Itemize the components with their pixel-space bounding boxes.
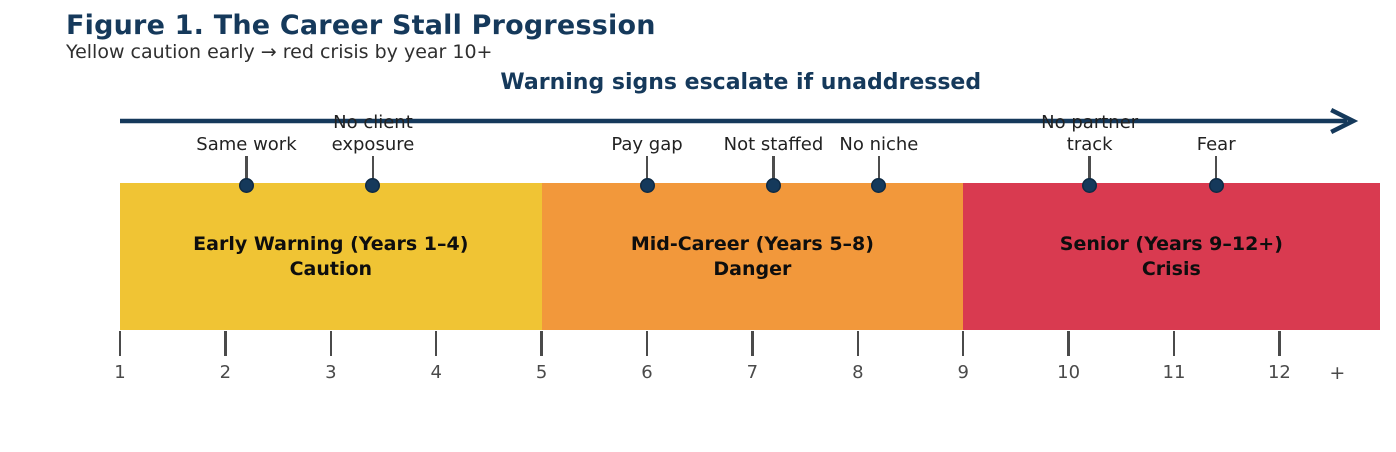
x-tick-label: 2 — [219, 362, 232, 383]
event-stem — [772, 156, 775, 185]
phase-band-early-warning: Early Warning (Years 1–4) Caution — [120, 183, 542, 330]
x-tick — [224, 331, 227, 356]
event-stem — [645, 156, 649, 185]
timeline-arrow-head-icon — [1330, 107, 1359, 135]
x-tick-label: 4 — [430, 362, 442, 383]
event-dot-icon — [765, 177, 781, 193]
phase-label: Early Warning (Years 1–4) — [193, 232, 469, 255]
event-dot-icon — [639, 177, 655, 193]
x-tick — [1278, 331, 1281, 356]
x-tick — [1172, 331, 1176, 356]
event-label: No client exposure — [273, 112, 473, 156]
x-tick — [329, 331, 333, 356]
event-label-line: exposure — [331, 134, 415, 155]
event-dot-icon — [365, 177, 381, 193]
event-label-line: No client — [333, 112, 413, 133]
x-tick-label: 5 — [535, 362, 548, 383]
event-label-line: Not staffed — [723, 134, 824, 155]
event-label-line: track — [1066, 134, 1113, 155]
figure-title: Figure 1. The Career Stall Progression — [66, 10, 656, 41]
phase-sublabel: Danger — [713, 257, 792, 280]
event-label-line: Same work — [196, 134, 297, 155]
phase-sublabel: Caution — [289, 257, 373, 280]
x-tick-label: 8 — [852, 362, 864, 383]
x-tick-label: 10 — [1057, 362, 1081, 383]
x-tick — [856, 331, 860, 356]
event-label: Pay gap — [547, 134, 747, 156]
x-tick-label: 7 — [746, 362, 759, 383]
event-stem — [1088, 156, 1091, 185]
phase-sublabel: Crisis — [1141, 257, 1201, 280]
event-stem — [877, 156, 881, 185]
x-tick-label: 12 — [1267, 362, 1291, 383]
event-stem — [245, 156, 248, 185]
x-tick — [540, 331, 543, 356]
event-stem — [371, 156, 375, 185]
x-overflow-label: + — [1329, 362, 1346, 384]
phase-label: Senior (Years 9–12+) — [1059, 232, 1283, 255]
x-tick — [434, 331, 438, 356]
event-label: No niche — [779, 134, 979, 156]
x-tick-label: 11 — [1162, 362, 1186, 383]
phase-band-senior: Senior (Years 9–12+) Crisis — [963, 183, 1380, 330]
event-label: Same work — [146, 134, 346, 156]
event-label-line: No partner — [1041, 112, 1139, 133]
event-label: Fear — [1116, 134, 1316, 156]
event-dot-icon — [1082, 177, 1098, 193]
event-label-line: Pay gap — [611, 134, 683, 155]
x-tick — [751, 331, 754, 356]
x-tick — [961, 331, 965, 356]
x-tick — [1067, 331, 1070, 356]
x-tick-label: 9 — [957, 362, 969, 383]
event-label: Not staffed — [673, 134, 873, 156]
event-label: No partner track — [990, 112, 1190, 156]
chart-title: Warning signs escalate if unaddressed — [500, 70, 982, 95]
x-tick — [118, 331, 122, 356]
x-tick — [645, 331, 649, 356]
x-tick-label: 1 — [114, 362, 126, 383]
event-label-line: No niche — [839, 134, 919, 155]
phase-band-mid-career: Mid-Career (Years 5–8) Danger — [541, 183, 964, 330]
phase-label: Mid-Career (Years 5–8) — [630, 232, 874, 255]
figure-subtitle: Yellow caution early → red crisis by yea… — [66, 41, 493, 63]
event-stem — [1214, 156, 1218, 185]
event-dot-icon — [871, 177, 887, 193]
x-tick-label: 6 — [641, 362, 653, 383]
x-tick-label: 3 — [325, 362, 337, 383]
event-dot-icon — [238, 177, 254, 193]
event-label-line: Fear — [1196, 134, 1236, 155]
event-dot-icon — [1208, 177, 1224, 193]
